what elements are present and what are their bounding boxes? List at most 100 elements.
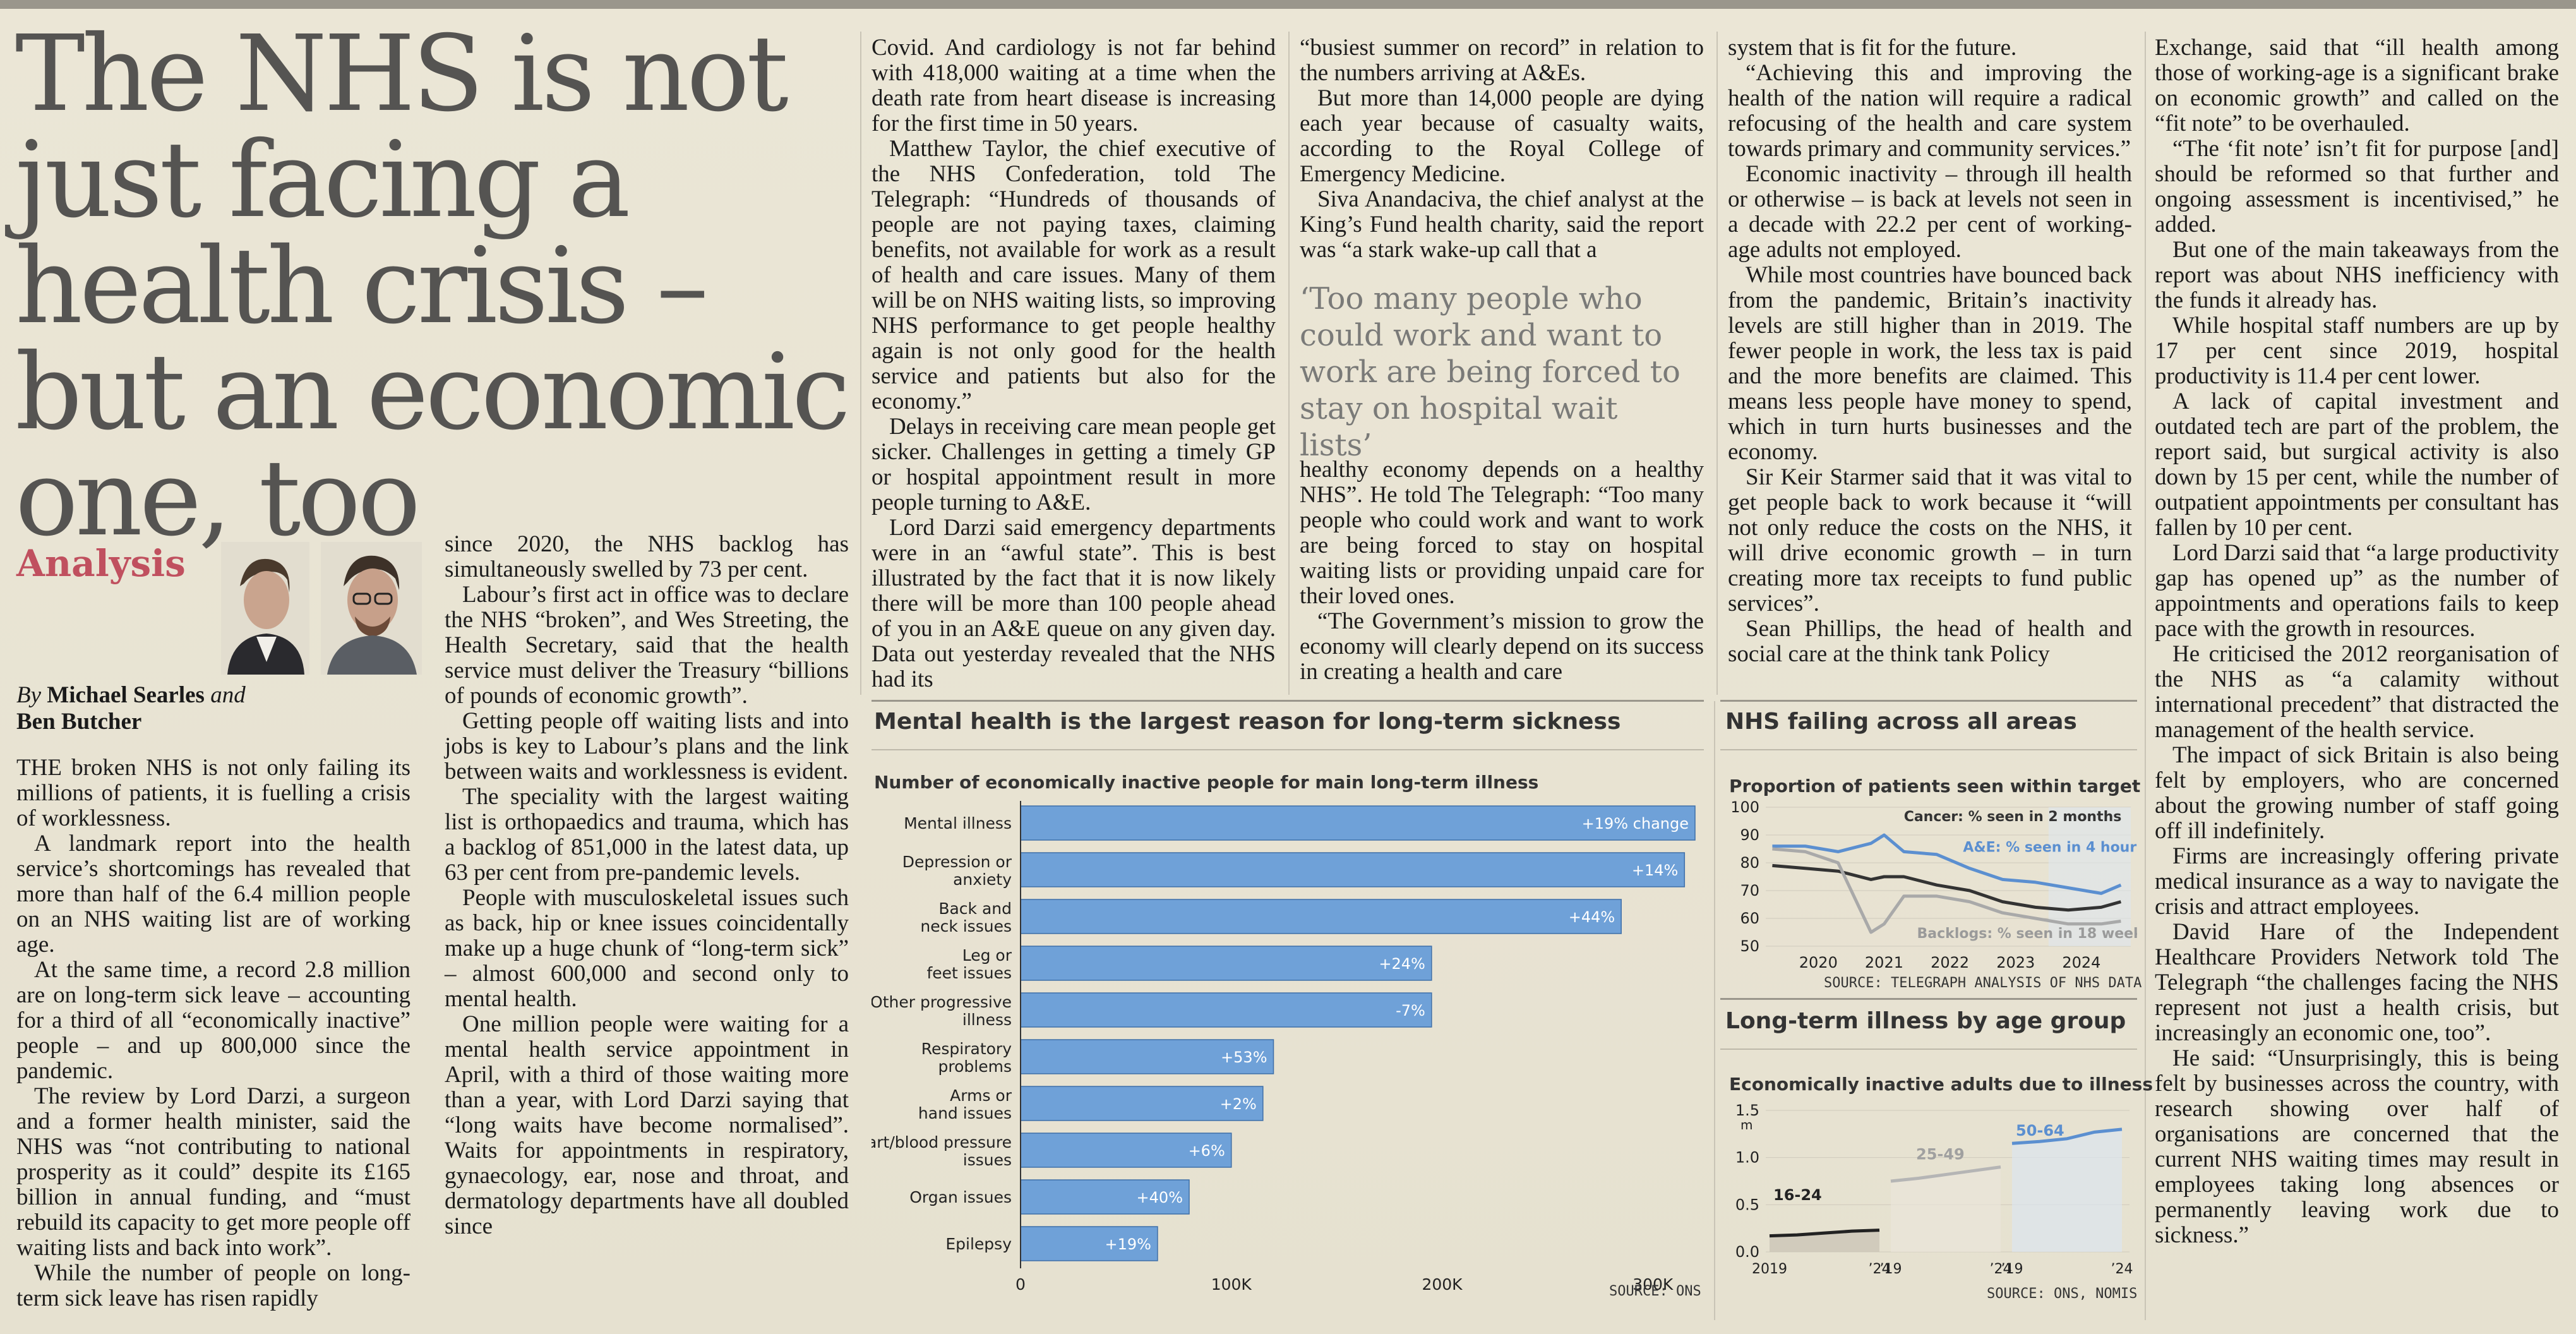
paragraph: A lack of capital investment and outdate…	[2155, 388, 2559, 541]
bar	[1020, 992, 1432, 1028]
byline-name-1[interactable]: Michael Searles	[47, 682, 205, 708]
paragraph: Exchange, said that “ill health among th…	[2155, 35, 2559, 136]
bar	[1020, 1179, 1190, 1215]
y-tick-label: 80	[1740, 854, 1759, 872]
line-chart-1-source: SOURCE: TELEGRAPH ANALYSIS OF NHS DATA	[1824, 975, 2142, 991]
x-tick-label: ’24	[1869, 1261, 1891, 1277]
column-2: since 2020, the NHS backlog has simultan…	[445, 532, 849, 1239]
bar-change-label: +40%	[1137, 1189, 1183, 1206]
graphic-rule	[1720, 700, 2137, 702]
series-label: Backlogs: % seen in 18 weeks	[1917, 926, 2137, 942]
x-tick-label: 2019	[1752, 1261, 1787, 1277]
y-tick-label: 90	[1740, 826, 1759, 844]
x-tick-label: 2022	[1931, 954, 1969, 971]
paragraph: “busiest summer on record” in relation t…	[1300, 35, 1704, 86]
x-tick-label: 2020	[1799, 954, 1838, 971]
y-tick-label: 70	[1740, 882, 1759, 899]
line-chart-nhs-targets: 50 60 70 80 90 100 2020 2021 2022 2023 2024 Cancer:…	[1730, 798, 2137, 971]
x-tick-label: 2021	[1865, 954, 1903, 971]
paragraph: While the number of people on long-term …	[16, 1260, 410, 1311]
graphic-rule	[1720, 998, 2137, 1000]
y-tick-label: 0.5	[1735, 1196, 1759, 1213]
bar-category-label: Leg or feet issues	[926, 946, 1012, 982]
author-photo-butcher	[321, 542, 422, 675]
paragraph: Labour’s first act in office was to decl…	[445, 582, 849, 709]
bar-change-label: +14%	[1632, 862, 1678, 879]
paragraph: THE broken NHS is not only failing its m…	[16, 755, 410, 831]
paragraph: “The ‘fit note’ isn’t fit for purpose [a…	[2155, 136, 2559, 237]
paragraph: Sir Keir Starmer said that it was vital …	[1728, 464, 2132, 616]
series-line	[1772, 847, 2121, 934]
paragraph: The speciality with the largest waiting …	[445, 784, 849, 886]
bar-change-label: +24%	[1379, 955, 1425, 973]
bar-change-label: +53%	[1221, 1049, 1267, 1066]
graphic-rule	[1720, 1049, 2137, 1050]
x-tick-label: 2024	[2062, 954, 2100, 971]
paragraph: Delays in receiving care mean people get…	[872, 414, 1276, 515]
x-tick-label: ’24	[1990, 1261, 2012, 1277]
paragraph: He criticised the 2012 reorganisation of…	[2155, 641, 2559, 743]
paragraph: A landmark report into the health servic…	[16, 831, 410, 958]
bar	[1020, 805, 1696, 841]
graphic-divider	[1714, 701, 1715, 1320]
graphic-rule	[872, 700, 1704, 702]
series-line	[1772, 863, 2122, 912]
headline: The NHS is not just facing a health cris…	[15, 13, 851, 560]
paragraph: Lord Darzi said that “a large productivi…	[2155, 540, 2559, 642]
paragraph: healthy economy depends on a healthy NHS…	[1300, 457, 1704, 609]
graphic-rule	[1720, 749, 2137, 750]
paragraph: “Achieving this and improving the health…	[1728, 60, 2132, 162]
graphic-rule	[872, 749, 1704, 750]
bar-change-label: -7%	[1396, 1002, 1425, 1019]
line-chart-1-title: NHS failing across all areas	[1725, 709, 2077, 735]
column-divider	[860, 32, 861, 695]
line-chart-2-title: Long-term illness by age group	[1725, 1008, 2126, 1034]
paragraph: David Hare of the Independent Healthcare…	[2155, 919, 2559, 1046]
x-tick-label: 2023	[1996, 954, 2035, 971]
bar-category-label: Epilepsy	[945, 1235, 1012, 1253]
line-chart-1-subtitle: Proportion of patients seen within targe…	[1729, 776, 2141, 796]
paragraph: The review by Lord Darzi, a surgeon and …	[16, 1083, 410, 1261]
column-divider	[1716, 32, 1718, 695]
byline: By Michael Searles and Ben Butcher	[16, 682, 246, 735]
bar	[1020, 1086, 1264, 1121]
paragraph: Getting people off waiting lists and int…	[445, 708, 849, 784]
column-4-top: “busiest summer on record” in relation t…	[1300, 35, 1704, 263]
paragraph: Lord Darzi said emergency departments we…	[872, 515, 1276, 692]
analysis-kicker: Analysis	[16, 542, 186, 585]
series-label: 16-24	[1773, 1186, 1822, 1204]
bar-change-label: +44%	[1569, 908, 1615, 926]
x-tick-label: ’19	[1880, 1261, 1902, 1277]
paragraph: Sean Phillips, the head of health and so…	[1728, 616, 2132, 667]
paragraph: Siva Anandaciva, the chief analyst at th…	[1300, 186, 1704, 263]
line-chart-2-subtitle: Economically inactive adults due to illn…	[1729, 1074, 2153, 1095]
bar-chart-title: Mental health is the largest reason for …	[874, 709, 1621, 735]
bar-chart-subtitle: Number of economically inactive people f…	[874, 772, 1539, 793]
series-label: Cancer: % seen in 2 months	[1904, 809, 2122, 825]
column-divider	[1288, 32, 1290, 695]
bar-category-label: Organ issues	[909, 1188, 1012, 1206]
line-chart-age-groups: 0.00.51.01.5m16-242019’2425-49’19’2450-6…	[1735, 1102, 2133, 1277]
bar-category-label: Respiratory problems	[921, 1040, 1012, 1076]
column-3: Covid. And cardiology is not far behind …	[872, 35, 1276, 692]
paragraph: The impact of sick Britain is also being…	[2155, 742, 2559, 844]
column-1: THE broken NHS is not only failing its m…	[16, 755, 410, 1311]
x-tick-label: 0	[1015, 1275, 1026, 1294]
paragraph: While hospital staff numbers are up by 1…	[2155, 313, 2559, 389]
bar-change-label: +19%	[1105, 1235, 1151, 1253]
x-tick-label: 300K	[1632, 1275, 1674, 1294]
byline-name-2[interactable]: Ben Butcher	[16, 709, 142, 735]
bar-category-label: Depression or anxiety	[902, 853, 1012, 889]
x-tick-label: ’19	[2001, 1261, 2023, 1277]
y-unit-label: m	[1740, 1117, 1752, 1133]
bar	[1020, 1039, 1274, 1074]
paragraph: “The Government’s mission to grow the ec…	[1300, 608, 1704, 685]
series-line	[1890, 1165, 2001, 1183]
paragraph: Covid. And cardiology is not far behind …	[872, 35, 1276, 136]
line-chart-2-source: SOURCE: ONS, NOMIS	[1987, 1286, 2138, 1302]
author-photo-searles	[221, 542, 309, 675]
bar-category-label: Back and neck issues	[920, 899, 1012, 935]
paragraph: But more than 14,000 people are dying ea…	[1300, 85, 1704, 187]
